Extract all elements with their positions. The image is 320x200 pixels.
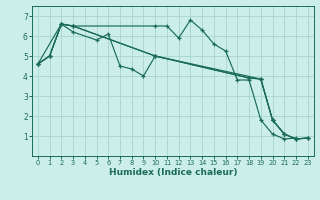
X-axis label: Humidex (Indice chaleur): Humidex (Indice chaleur) [108,168,237,177]
